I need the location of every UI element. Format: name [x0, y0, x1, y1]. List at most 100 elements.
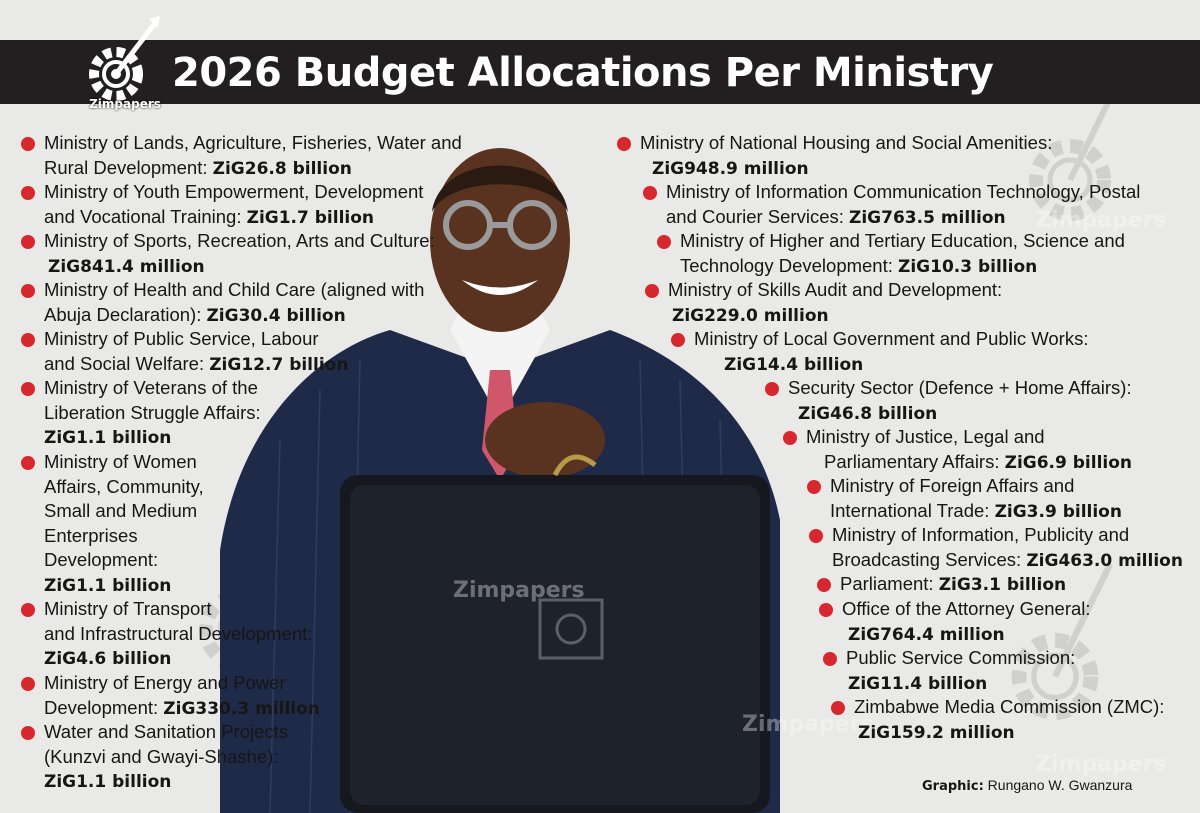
allocation-text: Zimbabwe Media Commission (ZMC):	[854, 696, 1165, 717]
allocation-text: Abuja Declaration):	[44, 303, 207, 325]
allocation-amount: ZiG12.7 billion	[209, 354, 349, 375]
allocation-text: Ministry of Foreign Affairs and	[830, 475, 1075, 496]
allocation-text: Ministry of Information, Publicity and	[832, 524, 1130, 545]
allocation-text: Ministry of Justice, Legal and	[806, 426, 1045, 447]
minister-with-briefcase-photo	[220, 148, 780, 813]
allocation-text: Ministry of Skills Audit and Development…	[668, 279, 1003, 300]
bullet-dot-icon	[819, 603, 833, 617]
allocation-amount: ZiG3.9 billion	[994, 501, 1122, 522]
allocation-amount: ZiG764.4 million	[848, 624, 1005, 645]
credit-name: Rungano W. Gwanzura	[987, 777, 1133, 793]
allocation-item: Ministry of Skills Audit and Development…	[645, 278, 1003, 328]
allocation-text: Broadcasting Services:	[832, 548, 1027, 570]
allocation-amount: ZiG1.1 billion	[44, 575, 172, 596]
allocation-amount: ZiG26.8 billion	[212, 158, 352, 179]
allocation-amount: ZiG11.4 billion	[848, 673, 988, 694]
allocation-text: and Courier Services:	[666, 205, 850, 227]
allocation-amount: ZiG1.1 billion	[44, 428, 172, 448]
allocation-text: Parliament:	[840, 573, 939, 594]
credit-label: Graphic:	[922, 779, 984, 794]
allocation-item: Ministry of Foreign Affairs and Internati…	[807, 474, 1122, 524]
allocation-amount: ZiG463.0 million	[1026, 550, 1183, 571]
bullet-dot-icon	[809, 529, 823, 543]
allocation-text: and Infrastructural Development:	[44, 622, 313, 644]
bullet-dot-icon	[21, 382, 35, 396]
allocation-text: Rural Development:	[44, 156, 213, 178]
allocation-text: Ministry of Energy and Power	[44, 672, 286, 693]
allocation-amount: ZiG159.2 million	[858, 722, 1015, 743]
allocation-text: Ministry of Sports, Recreation, Arts and…	[44, 230, 435, 251]
bullet-dot-icon	[823, 652, 837, 666]
allocation-item: Water and Sanitation Projects (Kunzvi and…	[21, 720, 289, 795]
allocation-amount: ZiG841.4 million	[48, 256, 205, 277]
allocation-item: Ministry of Sports, Recreation, Arts and…	[21, 229, 435, 279]
allocation-text: Ministry of Youth Empowerment, Developme…	[44, 181, 424, 202]
watermark-text: Zimpapers	[453, 578, 585, 603]
allocation-text: Office of the Attorney General:	[842, 598, 1091, 619]
allocation-item: Ministry of National Housing and Social …	[617, 131, 1052, 181]
allocation-text: Development:	[44, 696, 164, 718]
bullet-dot-icon	[21, 186, 35, 200]
allocation-item: Ministry of Information Communication Te…	[643, 180, 1141, 230]
allocation-item: Ministry of Health and Child Care (align…	[21, 278, 425, 328]
graphic-credit: Graphic: Rungano W. Gwanzura	[922, 777, 1132, 794]
allocation-amount: ZiG4.6 billion	[44, 649, 172, 669]
allocation-item: Office of the Attorney General: ZiG764.4 …	[819, 597, 1091, 647]
watermark-text: Zimpapers	[1035, 208, 1167, 233]
allocation-amount: ZiG1.7 billion	[246, 207, 375, 228]
bullet-dot-icon	[643, 186, 657, 200]
allocation-item: Parliament: ZiG3.1 billion	[817, 572, 1067, 598]
allocation-item: Ministry of Information, Publicity and Br…	[809, 523, 1183, 573]
bullet-dot-icon	[807, 480, 821, 494]
allocation-item: Ministry of Justice, Legal and Parliament…	[783, 425, 1133, 475]
allocation-item: Ministry of Lands, Agriculture, Fisherie…	[21, 131, 462, 181]
allocation-amount: ZiG330.3 million	[163, 698, 320, 719]
allocation-amount: ZiG3.1 billion	[938, 575, 1067, 595]
allocation-text: Parliamentary Affairs:	[824, 450, 1005, 472]
allocation-text: Public Service Commission:	[846, 647, 1076, 668]
allocation-item: Ministry of Veterans of the Liberation St…	[21, 376, 261, 451]
allocation-text: Development:	[44, 549, 159, 570]
allocation-amount: ZiG46.8 billion	[798, 403, 938, 424]
allocation-amount: ZiG948.9 million	[652, 158, 809, 179]
bullet-dot-icon	[21, 284, 35, 298]
allocation-text: Liberation Struggle Affairs:	[44, 401, 261, 423]
bullet-dot-icon	[21, 726, 35, 740]
allocation-text: Ministry of Information Communication Te…	[666, 181, 1141, 202]
allocation-item: Zimbabwe Media Commission (ZMC): ZiG159.2…	[831, 695, 1165, 745]
allocation-text: Water and Sanitation Projects	[44, 721, 289, 742]
allocation-text: Ministry of Local Government and Public …	[694, 328, 1089, 349]
allocation-text: Ministry of Public Service, Labour	[44, 328, 319, 349]
allocation-text: Ministry of Transport	[44, 598, 212, 619]
allocation-item: Ministry of Transport and Infrastructural…	[21, 597, 313, 672]
allocation-amount: ZiG10.3 billion	[898, 256, 1038, 277]
allocation-text: Affairs, Community,	[44, 475, 204, 497]
allocation-text: Ministry of Veterans of the	[44, 377, 258, 398]
bullet-dot-icon	[21, 677, 35, 691]
allocation-text: Security Sector (Defence + Home Affairs)…	[788, 377, 1132, 398]
allocation-amount: ZiG6.9 billion	[1004, 452, 1133, 473]
allocation-item: Ministry of Energy and Power Development:…	[21, 671, 320, 721]
bullet-dot-icon	[671, 333, 685, 347]
allocation-item: Ministry of Public Service, Labour and So…	[21, 327, 349, 377]
allocation-text: Ministry of Women	[44, 451, 197, 472]
allocation-text: Enterprises	[44, 524, 138, 546]
allocation-amount: ZiG763.5 million	[849, 207, 1006, 228]
bullet-dot-icon	[21, 456, 35, 470]
bullet-dot-icon	[765, 382, 779, 396]
title-bar	[0, 40, 1200, 104]
allocation-text: and Vocational Training:	[44, 205, 247, 227]
allocation-text: International Trade:	[830, 499, 995, 521]
bullet-dot-icon	[783, 431, 797, 445]
watermark-text: Zimpapers	[742, 712, 874, 737]
bullet-dot-icon	[21, 137, 35, 151]
bullet-dot-icon	[21, 333, 35, 347]
allocation-amount: ZiG229.0 million	[672, 305, 829, 326]
logo-text: Zimpapers	[89, 97, 161, 111]
allocation-text: Ministry of Health and Child Care (align…	[44, 279, 425, 300]
bullet-dot-icon	[657, 235, 671, 249]
watermark-text: Zimpapers	[1035, 752, 1167, 777]
allocation-text: Ministry of Higher and Tertiary Educatio…	[680, 230, 1125, 251]
page-title: 2026 Budget Allocations Per Ministry	[172, 50, 994, 96]
allocation-amount: ZiG30.4 billion	[206, 305, 346, 326]
